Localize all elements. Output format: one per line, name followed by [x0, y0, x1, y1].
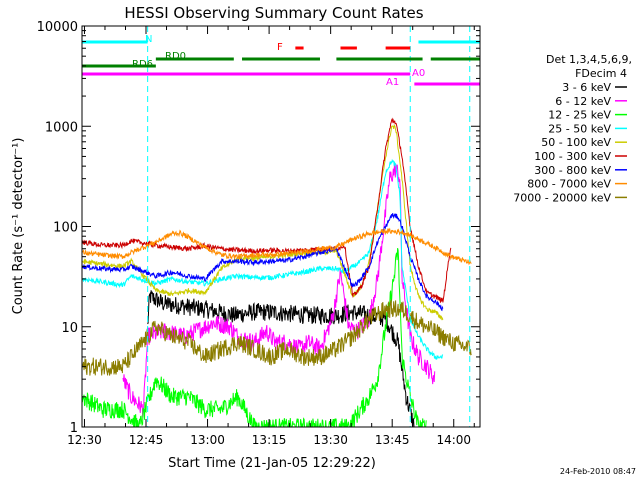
- legend-entry-label-2: 12 - 25 keV: [548, 109, 611, 122]
- series-line-1: [122, 163, 436, 418]
- legend-header-line-2: FDecim 4: [575, 67, 627, 80]
- series-line-7: [82, 227, 472, 266]
- flag-label-a1: A1: [386, 77, 399, 88]
- series-line-2: [82, 247, 427, 427]
- x-tick-label-6: 14:00: [436, 433, 471, 447]
- legend-entry-label-6: 300 - 800 keV: [534, 164, 611, 177]
- flag-label-f: F: [277, 42, 283, 53]
- series-line-4: [82, 124, 444, 321]
- series-line-5: [82, 117, 452, 304]
- legend-entry-label-8: 7000 - 20000 keV: [513, 191, 611, 204]
- y-tick-label-2: 100: [53, 221, 78, 236]
- x-tick-label-4: 13:30: [313, 433, 348, 447]
- legend-entry-label-0: 3 - 6 keV: [562, 81, 611, 94]
- flag-label-rd6: RD6: [132, 59, 153, 70]
- plot-frame: [81, 25, 481, 428]
- legend-entry-label-4: 50 - 100 keV: [541, 136, 611, 149]
- legend-entry-label-3: 25 - 50 keV: [548, 122, 611, 135]
- y-tick-label-3: 1000: [45, 120, 78, 135]
- y-tick-label-4: 10000: [37, 20, 78, 35]
- x-tick-label-5: 13:45: [375, 433, 410, 447]
- x-tick-label-0: 12:30: [67, 433, 102, 447]
- y-axis-label: Count Rate (s⁻¹ detector⁻¹): [11, 138, 26, 315]
- x-tick-label-3: 13:15: [252, 433, 287, 447]
- series-layer: N RD6 RD0 F A0 A1: [82, 26, 480, 427]
- flag-label-n: N: [145, 34, 152, 45]
- x-tick-label-2: 13:00: [190, 433, 225, 447]
- timestamp: 24-Feb-2010 08:47: [560, 467, 636, 476]
- x-tick-label-1: 12:45: [129, 433, 164, 447]
- series-line-3: [82, 158, 444, 360]
- legend-entry-label-7: 800 - 7000 keV: [527, 178, 611, 191]
- legend-header-line-1: Det 1,3,4,5,6,9,: [546, 53, 632, 66]
- x-axis-label: Start Time (21-Jan-05 12:29:22): [168, 456, 376, 471]
- y-tick-label-0: 1: [70, 421, 78, 436]
- chart-title: HESSI Observing Summary Count Rates: [124, 4, 423, 22]
- legend-entry-label-5: 100 - 300 keV: [534, 150, 611, 163]
- flag-label-rd0: RD0: [165, 51, 186, 62]
- axes-layer: 12:30 12:45 13:00 13:15 13:30 13:45 14:00 1 10 10…: [37, 20, 481, 447]
- y-tick-label-1: 10: [61, 321, 78, 336]
- series-line-8: [82, 298, 472, 376]
- legend-entry-label-1: 6 - 12 keV: [555, 95, 611, 108]
- series-line-6: [82, 213, 444, 312]
- flag-label-a0: A0: [412, 68, 425, 79]
